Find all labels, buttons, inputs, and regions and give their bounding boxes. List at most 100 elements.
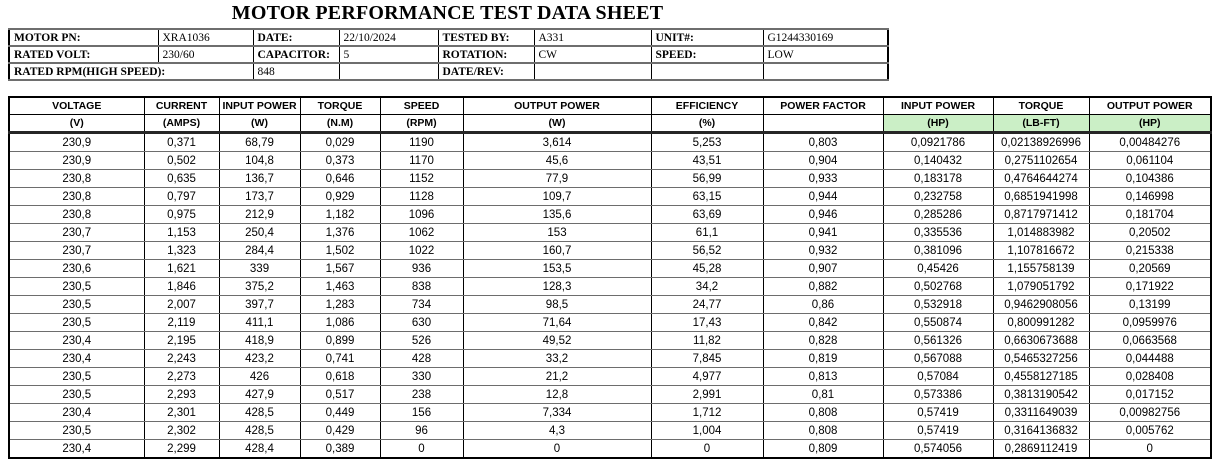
unit-row: (V) (AMPS) (W) (N.M) (RPM) (W) (%) (HP) … <box>8 114 1212 134</box>
column-header-speed: SPEED <box>379 96 464 115</box>
table-cell: 428 <box>379 349 464 368</box>
table-cell: 0,842 <box>762 313 884 332</box>
table-row: 230,5 2,273 426 0,618 330 21,2 4,977 0,813 0,570… <box>8 367 1212 386</box>
table-cell: 0,550874 <box>882 313 994 332</box>
table-cell: 0,932 <box>762 241 884 260</box>
column-unit-output-power-w: (W) <box>462 114 652 134</box>
table-cell: 1,463 <box>299 277 381 296</box>
table-cell: 61,1 <box>650 223 764 242</box>
table-cell: 230,5 <box>8 421 145 440</box>
column-unit-efficiency: (%) <box>650 114 764 134</box>
table-cell: 1,014883982 <box>992 223 1090 242</box>
column-unit-current: (AMPS) <box>143 114 220 134</box>
table-cell: 418,9 <box>218 331 301 350</box>
table-cell: 0,882 <box>762 277 884 296</box>
table-row: 230,5 2,302 428,5 0,429 96 4,3 1,004 0,808 0,574… <box>8 421 1212 440</box>
info-empty-cell <box>650 62 764 81</box>
table-cell: 0,646 <box>299 169 381 188</box>
info-label-capacitor: CAPACITOR: <box>252 45 340 64</box>
table-cell: 12,8 <box>462 385 652 404</box>
column-unit-output-power-hp: (HP) <box>1088 114 1212 134</box>
table-cell: 17,43 <box>650 313 764 332</box>
table-row: 230,5 1,846 375,2 1,463 838 128,3 34,2 0,882 0,5… <box>8 277 1212 296</box>
table-cell: 1,846 <box>143 277 220 296</box>
table-cell: 0 <box>379 439 464 459</box>
table-cell: 0,389 <box>299 439 381 459</box>
table-cell: 0,532918 <box>882 295 994 314</box>
table-cell: 0,635 <box>143 169 220 188</box>
table-cell: 339 <box>218 259 301 278</box>
table-cell: 156 <box>379 403 464 422</box>
table-cell: 428,5 <box>218 403 301 422</box>
column-header-torque-lbft: TORQUE <box>992 96 1090 115</box>
table-cell: 230,8 <box>8 187 145 206</box>
table-cell: 0,2869112419 <box>992 439 1090 459</box>
info-label-motor-pn: MOTOR PN: <box>8 28 159 47</box>
table-cell: 96 <box>379 421 464 440</box>
table-cell: 0,381096 <box>882 241 994 260</box>
table-cell: 0,3813190542 <box>992 385 1090 404</box>
info-label-unit-number: UNIT#: <box>650 28 764 47</box>
table-cell: 230,4 <box>8 403 145 422</box>
table-row: 230,4 2,195 418,9 0,899 526 49,52 11,82 0,828 0,… <box>8 331 1212 350</box>
table-cell: 0,975 <box>143 205 220 224</box>
table-cell: 2,301 <box>143 403 220 422</box>
table-cell: 0,6851941998 <box>992 187 1090 206</box>
info-table: MOTOR PN: XRA1036 DATE: 22/10/2024 TESTE… <box>8 28 889 81</box>
table-cell: 34,2 <box>650 277 764 296</box>
table-cell: 230,8 <box>8 205 145 224</box>
info-label-rotation: ROTATION: <box>437 45 535 64</box>
table-cell: 0,904 <box>762 151 884 170</box>
table-cell: 0,0663568 <box>1088 331 1212 350</box>
table-cell: 0,285286 <box>882 205 994 224</box>
table-cell: 0,183178 <box>882 169 994 188</box>
table-cell: 128,3 <box>462 277 652 296</box>
table-cell: 2,302 <box>143 421 220 440</box>
table-cell: 1022 <box>379 241 464 260</box>
table-cell: 71,64 <box>462 313 652 332</box>
info-value-date: 22/10/2024 <box>338 28 439 47</box>
table-cell: 838 <box>379 277 464 296</box>
table-row: 230,8 0,635 136,7 0,646 1152 77,9 56,99 0,933 0,… <box>8 169 1212 188</box>
table-cell: 1062 <box>379 223 464 242</box>
table-cell: 2,119 <box>143 313 220 332</box>
table-cell: 936 <box>379 259 464 278</box>
table-cell: 0,044488 <box>1088 349 1212 368</box>
table-cell: 0,573386 <box>882 385 994 404</box>
table-cell: 0,8717971412 <box>992 205 1090 224</box>
info-label-rated-volt: RATED VOLT: <box>8 45 159 64</box>
table-cell: 43,51 <box>650 151 764 170</box>
table-cell: 0,373 <box>299 151 381 170</box>
table-cell: 0,808 <box>762 421 884 440</box>
table-cell: 230,7 <box>8 223 145 242</box>
table-cell: 0,6630673688 <box>992 331 1090 350</box>
table-row: 230,5 2,007 397,7 1,283 734 98,5 24,77 0,86 0,53… <box>8 295 1212 314</box>
table-row: 230,4 2,243 423,2 0,741 428 33,2 7,845 0,819 0,5… <box>8 349 1212 368</box>
table-cell: 1,004 <box>650 421 764 440</box>
table-cell: 0,146998 <box>1088 187 1212 206</box>
info-value-date-rev <box>533 62 652 81</box>
info-value-unit-number: G1244330169 <box>762 28 889 47</box>
table-cell: 0,574056 <box>882 439 994 459</box>
table-cell: 0,813 <box>762 367 884 386</box>
table-cell: 0,20569 <box>1088 259 1212 278</box>
table-cell: 0,005762 <box>1088 421 1212 440</box>
table-cell: 0,9462908056 <box>992 295 1090 314</box>
table-cell: 49,52 <box>462 331 652 350</box>
table-cell: 56,52 <box>650 241 764 260</box>
column-header-input-power-w: INPUT POWER <box>218 96 301 115</box>
column-unit-torque-nm: (N.M) <box>299 114 381 134</box>
table-cell: 230,5 <box>8 295 145 314</box>
table-cell: 0,140432 <box>882 151 994 170</box>
table-cell: 230,4 <box>8 439 145 459</box>
info-value-tested-by: A331 <box>533 28 652 47</box>
table-cell: 63,15 <box>650 187 764 206</box>
table-cell: 0,061104 <box>1088 151 1212 170</box>
table-cell: 2,293 <box>143 385 220 404</box>
info-value-rated-rpm: 848 <box>252 62 340 81</box>
table-cell: 428,5 <box>218 421 301 440</box>
table-cell: 230,6 <box>8 259 145 278</box>
table-cell: 0,819 <box>762 349 884 368</box>
performance-table: VOLTAGE CURRENT INPUT POWER TORQUE SPEED… <box>8 96 1212 459</box>
table-cell: 21,2 <box>462 367 652 386</box>
